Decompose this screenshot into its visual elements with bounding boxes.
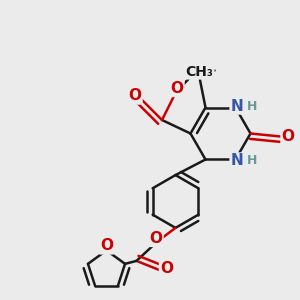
Text: H: H bbox=[247, 100, 257, 112]
Text: O: O bbox=[100, 238, 113, 253]
Text: O: O bbox=[281, 129, 295, 144]
Text: O: O bbox=[170, 81, 184, 96]
Text: O: O bbox=[160, 261, 173, 276]
Text: N: N bbox=[231, 98, 243, 113]
Text: H: H bbox=[247, 154, 257, 167]
Text: O: O bbox=[149, 231, 163, 246]
Text: O: O bbox=[128, 88, 142, 104]
Text: CH₃: CH₃ bbox=[186, 64, 213, 79]
Text: N: N bbox=[231, 154, 243, 169]
